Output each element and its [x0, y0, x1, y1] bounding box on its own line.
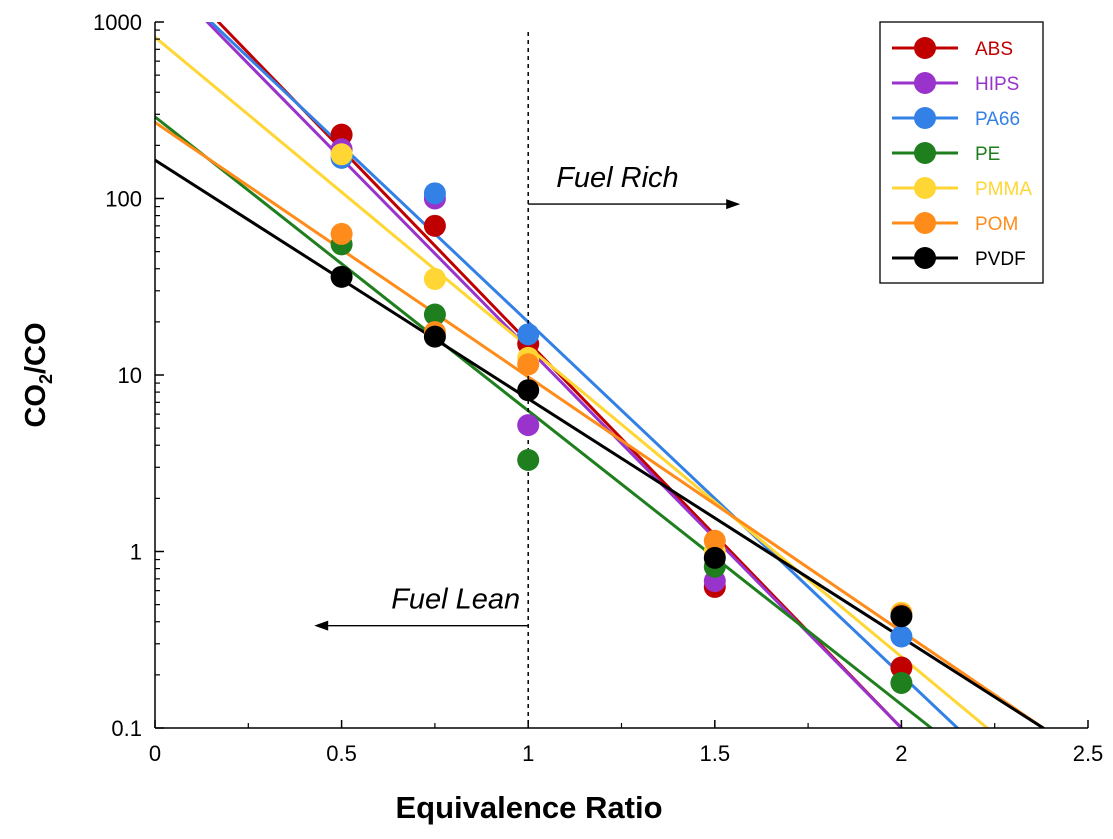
- annotations: Fuel Rich Fuel Lean: [314, 162, 741, 631]
- point-pvdf: [703, 546, 726, 569]
- x-tick-label: 0: [149, 741, 161, 766]
- point-pa66: [890, 625, 913, 648]
- fuel-rich-arrowhead: [726, 199, 741, 210]
- point-pmma: [330, 143, 353, 166]
- fuel-lean-label: Fuel Lean: [391, 584, 520, 616]
- legend-marker-pa66: [914, 107, 936, 129]
- legend-marker-hips: [914, 72, 936, 94]
- fit-line-hips: [205, 22, 903, 728]
- point-pe: [423, 303, 446, 326]
- legend-label-hips: HIPS: [975, 74, 1019, 95]
- point-pvdf: [890, 605, 913, 628]
- y-axis-label: CO2/CO: [20, 322, 56, 427]
- x-tick-label: 1: [522, 741, 534, 766]
- point-pvdf: [330, 265, 353, 288]
- fuel-lean-arrowhead: [314, 620, 329, 631]
- point-pe: [517, 448, 540, 471]
- y-tick-label: 1: [130, 540, 142, 565]
- point-abs: [423, 214, 446, 237]
- y-tick-label: 100: [105, 187, 142, 212]
- point-pa66: [423, 182, 446, 205]
- fit-line-pmma: [155, 35, 989, 728]
- legend-marker-pe: [914, 142, 936, 164]
- legend-marker-pvdf: [914, 247, 936, 269]
- fit-line-pom: [155, 120, 1045, 728]
- point-pa66: [517, 323, 540, 346]
- point-pvdf: [517, 379, 540, 402]
- point-pe: [890, 671, 913, 694]
- point-pom: [517, 353, 540, 376]
- y-tick-label: 1000: [93, 10, 142, 35]
- data-points: [330, 123, 913, 694]
- legend-label-pa66: PA66: [975, 109, 1020, 130]
- legend-label-pmma: PMMA: [975, 179, 1032, 200]
- point-abs: [890, 656, 913, 679]
- point-pmma: [423, 267, 446, 290]
- legend-label-pvdf: PVDF: [975, 249, 1026, 270]
- y-tick-label: 10: [118, 363, 142, 388]
- fuel-rich-label: Fuel Rich: [556, 162, 679, 194]
- legend: ABS HIPS PA66 PE PMMA POM PVDF: [879, 21, 1044, 284]
- y-tick-label: 0.1: [111, 716, 142, 741]
- point-pom: [703, 529, 726, 552]
- x-tick-label: 0.5: [326, 741, 357, 766]
- legend-marker-abs: [914, 37, 936, 59]
- x-axis-label: Equivalence Ratio: [395, 790, 662, 825]
- legend-label-pe: PE: [975, 144, 1000, 165]
- legend-marker-pom: [914, 212, 936, 234]
- point-pvdf: [423, 325, 446, 348]
- x-tick-label: 2.5: [1073, 741, 1104, 766]
- legend-label-abs: ABS: [975, 39, 1013, 60]
- point-pom: [330, 222, 353, 245]
- x-tick-label: 1.5: [700, 741, 731, 766]
- axes: 0 0.5 1 1.5 2 2.5 0.1 1 10 100 1000: [93, 10, 1103, 766]
- legend-label-pom: POM: [975, 214, 1018, 235]
- legend-marker-pmma: [914, 177, 936, 199]
- x-tick-label: 2: [895, 741, 907, 766]
- fit-line-pa66: [209, 22, 959, 728]
- fit-line-pe: [155, 115, 933, 728]
- point-hips: [517, 414, 540, 437]
